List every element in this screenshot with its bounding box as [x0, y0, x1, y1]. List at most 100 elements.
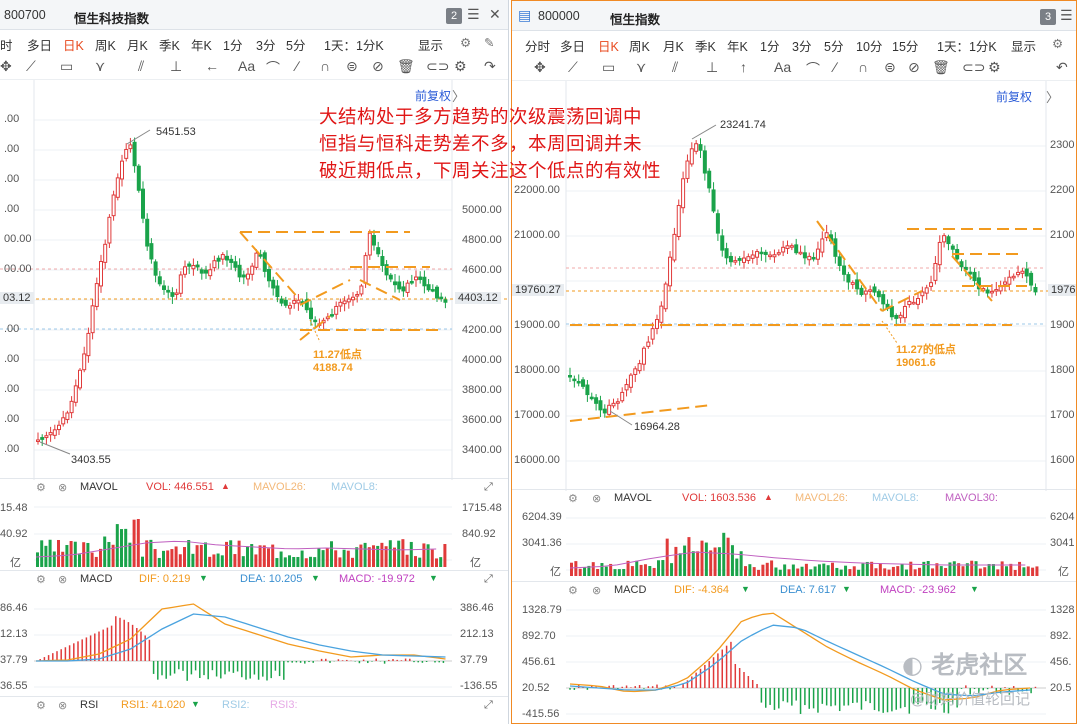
left-window-number[interactable]: 2 [446, 8, 462, 24]
indicator-settings-icon[interactable]: ⚙ [568, 585, 578, 597]
period-item-active[interactable]: 日K [63, 39, 84, 53]
drawing-settings-icon[interactable]: ⚙ [988, 59, 1001, 75]
wave-tool-icon[interactable]: ⋎ [636, 59, 647, 75]
candle [676, 204, 681, 237]
indicator-close-icon[interactable]: ⊗ [58, 700, 68, 712]
line-tool-icon[interactable]: ⟋ [26, 58, 36, 74]
period-item[interactable]: 5分 [824, 40, 844, 54]
period-item[interactable]: 年K [191, 39, 212, 53]
undo-icon[interactable]: ↶ [1056, 59, 1068, 75]
indicator-close-icon[interactable]: ⊗ [58, 574, 68, 586]
display-dropdown[interactable]: 显示 [1011, 40, 1037, 54]
period-dropdown[interactable]: 15分 [892, 40, 919, 54]
period-item[interactable]: 3分 [792, 40, 812, 54]
hide-tool-icon[interactable]: ⊘ [908, 59, 920, 75]
period-item[interactable]: 月K [127, 39, 148, 53]
display-dropdown[interactable]: 显示 [418, 39, 444, 53]
down-arrow-icon: ▼ [970, 584, 979, 594]
expand-icon[interactable]: ⤢ [484, 573, 493, 585]
drawing-settings-icon[interactable]: ⚙ [454, 58, 467, 74]
rect-tool-icon[interactable]: ▭ [602, 59, 616, 75]
hide-tool-icon[interactable]: ⊘ [372, 58, 384, 74]
period-item[interactable]: 分时 [525, 40, 551, 54]
close-icon[interactable]: ✕ [489, 6, 501, 22]
line-tool-icon[interactable]: ⟋ [568, 59, 578, 75]
adjust-label[interactable]: 前复权 [996, 90, 1033, 104]
brush-tool-icon[interactable]: ⌒ [806, 61, 820, 77]
crosshair-icon[interactable]: ✥ [0, 58, 12, 74]
right-price-chart[interactable] [512, 81, 1077, 491]
expand-icon[interactable]: ⤢ [484, 699, 493, 711]
arrow-tool-icon[interactable]: ← [205, 58, 219, 74]
indicator-close-icon[interactable]: ⊗ [592, 493, 602, 505]
fib-tool-icon[interactable]: ⊥ [170, 58, 183, 74]
magnet-icon[interactable]: ∩ [320, 58, 331, 74]
right-symbol-code[interactable]: 800000 [538, 9, 580, 23]
period-item[interactable]: 10分 [856, 40, 883, 54]
text-tool-icon[interactable]: Aa [774, 59, 792, 75]
period-item[interactable]: 年K [727, 40, 748, 54]
period-item[interactable]: 季K [159, 39, 180, 53]
settings-icon[interactable]: ⚙ [460, 36, 472, 50]
period-item[interactable]: 多日 [27, 39, 53, 53]
vol-indicator-name[interactable]: MAVOL [614, 492, 652, 504]
macd-indicator-name[interactable]: MACD [80, 573, 113, 585]
link-icon[interactable]: ⊂⊃ [426, 58, 450, 74]
period-item[interactable]: 1分 [223, 39, 243, 53]
period-item[interactable]: 3分 [256, 39, 276, 53]
delete-icon[interactable]: 🗑 [932, 59, 950, 75]
ruler-tool-icon[interactable]: ∕ [834, 59, 837, 75]
vol-indicator-name[interactable]: MAVOL [80, 481, 118, 493]
period-item[interactable]: 季K [695, 40, 716, 54]
menu-icon[interactable]: ☰ [1060, 7, 1073, 23]
magnet-icon[interactable]: ∩ [858, 59, 869, 75]
crosshair-icon[interactable]: ✥ [534, 59, 546, 75]
right-symbol-name[interactable]: 恒生指数 [610, 13, 661, 27]
period-item[interactable]: 月K [663, 40, 684, 54]
period-item[interactable]: 时 [0, 39, 13, 53]
rect-tool-icon[interactable]: ▭ [60, 58, 74, 74]
volume-bar [99, 548, 102, 567]
collapse-icon[interactable]: 〉 [1046, 90, 1060, 105]
period-item[interactable]: 周K [629, 40, 650, 54]
channel-tool-icon[interactable]: ⫽ [138, 58, 145, 74]
lock-tool-icon[interactable]: ⊜ [346, 58, 358, 74]
indicator-settings-icon[interactable]: ⚙ [36, 574, 46, 586]
y-tick: 6204.39 [522, 511, 562, 523]
adjust-label[interactable]: 前复权 [415, 89, 452, 103]
arrow-tool-icon[interactable]: ↑ [740, 59, 747, 75]
expand-icon[interactable]: ⤢ [484, 481, 493, 493]
period-item-active[interactable]: 日K [598, 40, 619, 54]
collapse-icon[interactable]: 〉 [452, 89, 466, 104]
indicator-settings-icon[interactable]: ⚙ [36, 700, 46, 712]
wave-tool-icon[interactable]: ⋎ [95, 58, 106, 74]
indicator-settings-icon[interactable]: ⚙ [568, 493, 578, 505]
redo-icon[interactable]: ↷ [484, 58, 496, 74]
indicator-close-icon[interactable]: ⊗ [58, 482, 68, 494]
left-symbol-code[interactable]: 800700 [4, 8, 46, 22]
rsi-indicator-name[interactable]: RSI [80, 699, 99, 711]
pen-icon[interactable]: ✎ [484, 36, 495, 50]
period-dropdown[interactable]: 1天：1分K [324, 39, 384, 53]
channel-tool-icon[interactable]: ⫽ [672, 59, 679, 75]
right-window-number[interactable]: 3 [1040, 9, 1056, 25]
link-icon[interactable]: ⊂⊃ [962, 59, 986, 75]
left-price-chart[interactable] [0, 80, 509, 480]
settings-icon[interactable]: ⚙ [1052, 37, 1064, 51]
period-item[interactable]: 1分 [760, 40, 780, 54]
period-item[interactable]: 5分 [286, 39, 306, 53]
lock-tool-icon[interactable]: ⊜ [884, 59, 896, 75]
indicator-close-icon[interactable]: ⊗ [592, 585, 602, 597]
period-item[interactable]: 多日 [560, 40, 586, 54]
macd-indicator-name[interactable]: MACD [614, 584, 647, 596]
period-dropdown[interactable]: 1天：1分K [937, 40, 997, 54]
fib-tool-icon[interactable]: ⊥ [706, 59, 719, 75]
left-symbol-name[interactable]: 恒生科技指数 [74, 12, 150, 26]
period-item[interactable]: 周K [95, 39, 116, 53]
ruler-tool-icon[interactable]: ∕ [296, 58, 299, 74]
brush-tool-icon[interactable]: ⌒ [266, 60, 280, 76]
indicator-settings-icon[interactable]: ⚙ [36, 482, 46, 494]
delete-icon[interactable]: 🗑 [397, 58, 415, 74]
text-tool-icon[interactable]: Aa [238, 58, 256, 74]
menu-icon[interactable]: ☰ [467, 6, 480, 22]
